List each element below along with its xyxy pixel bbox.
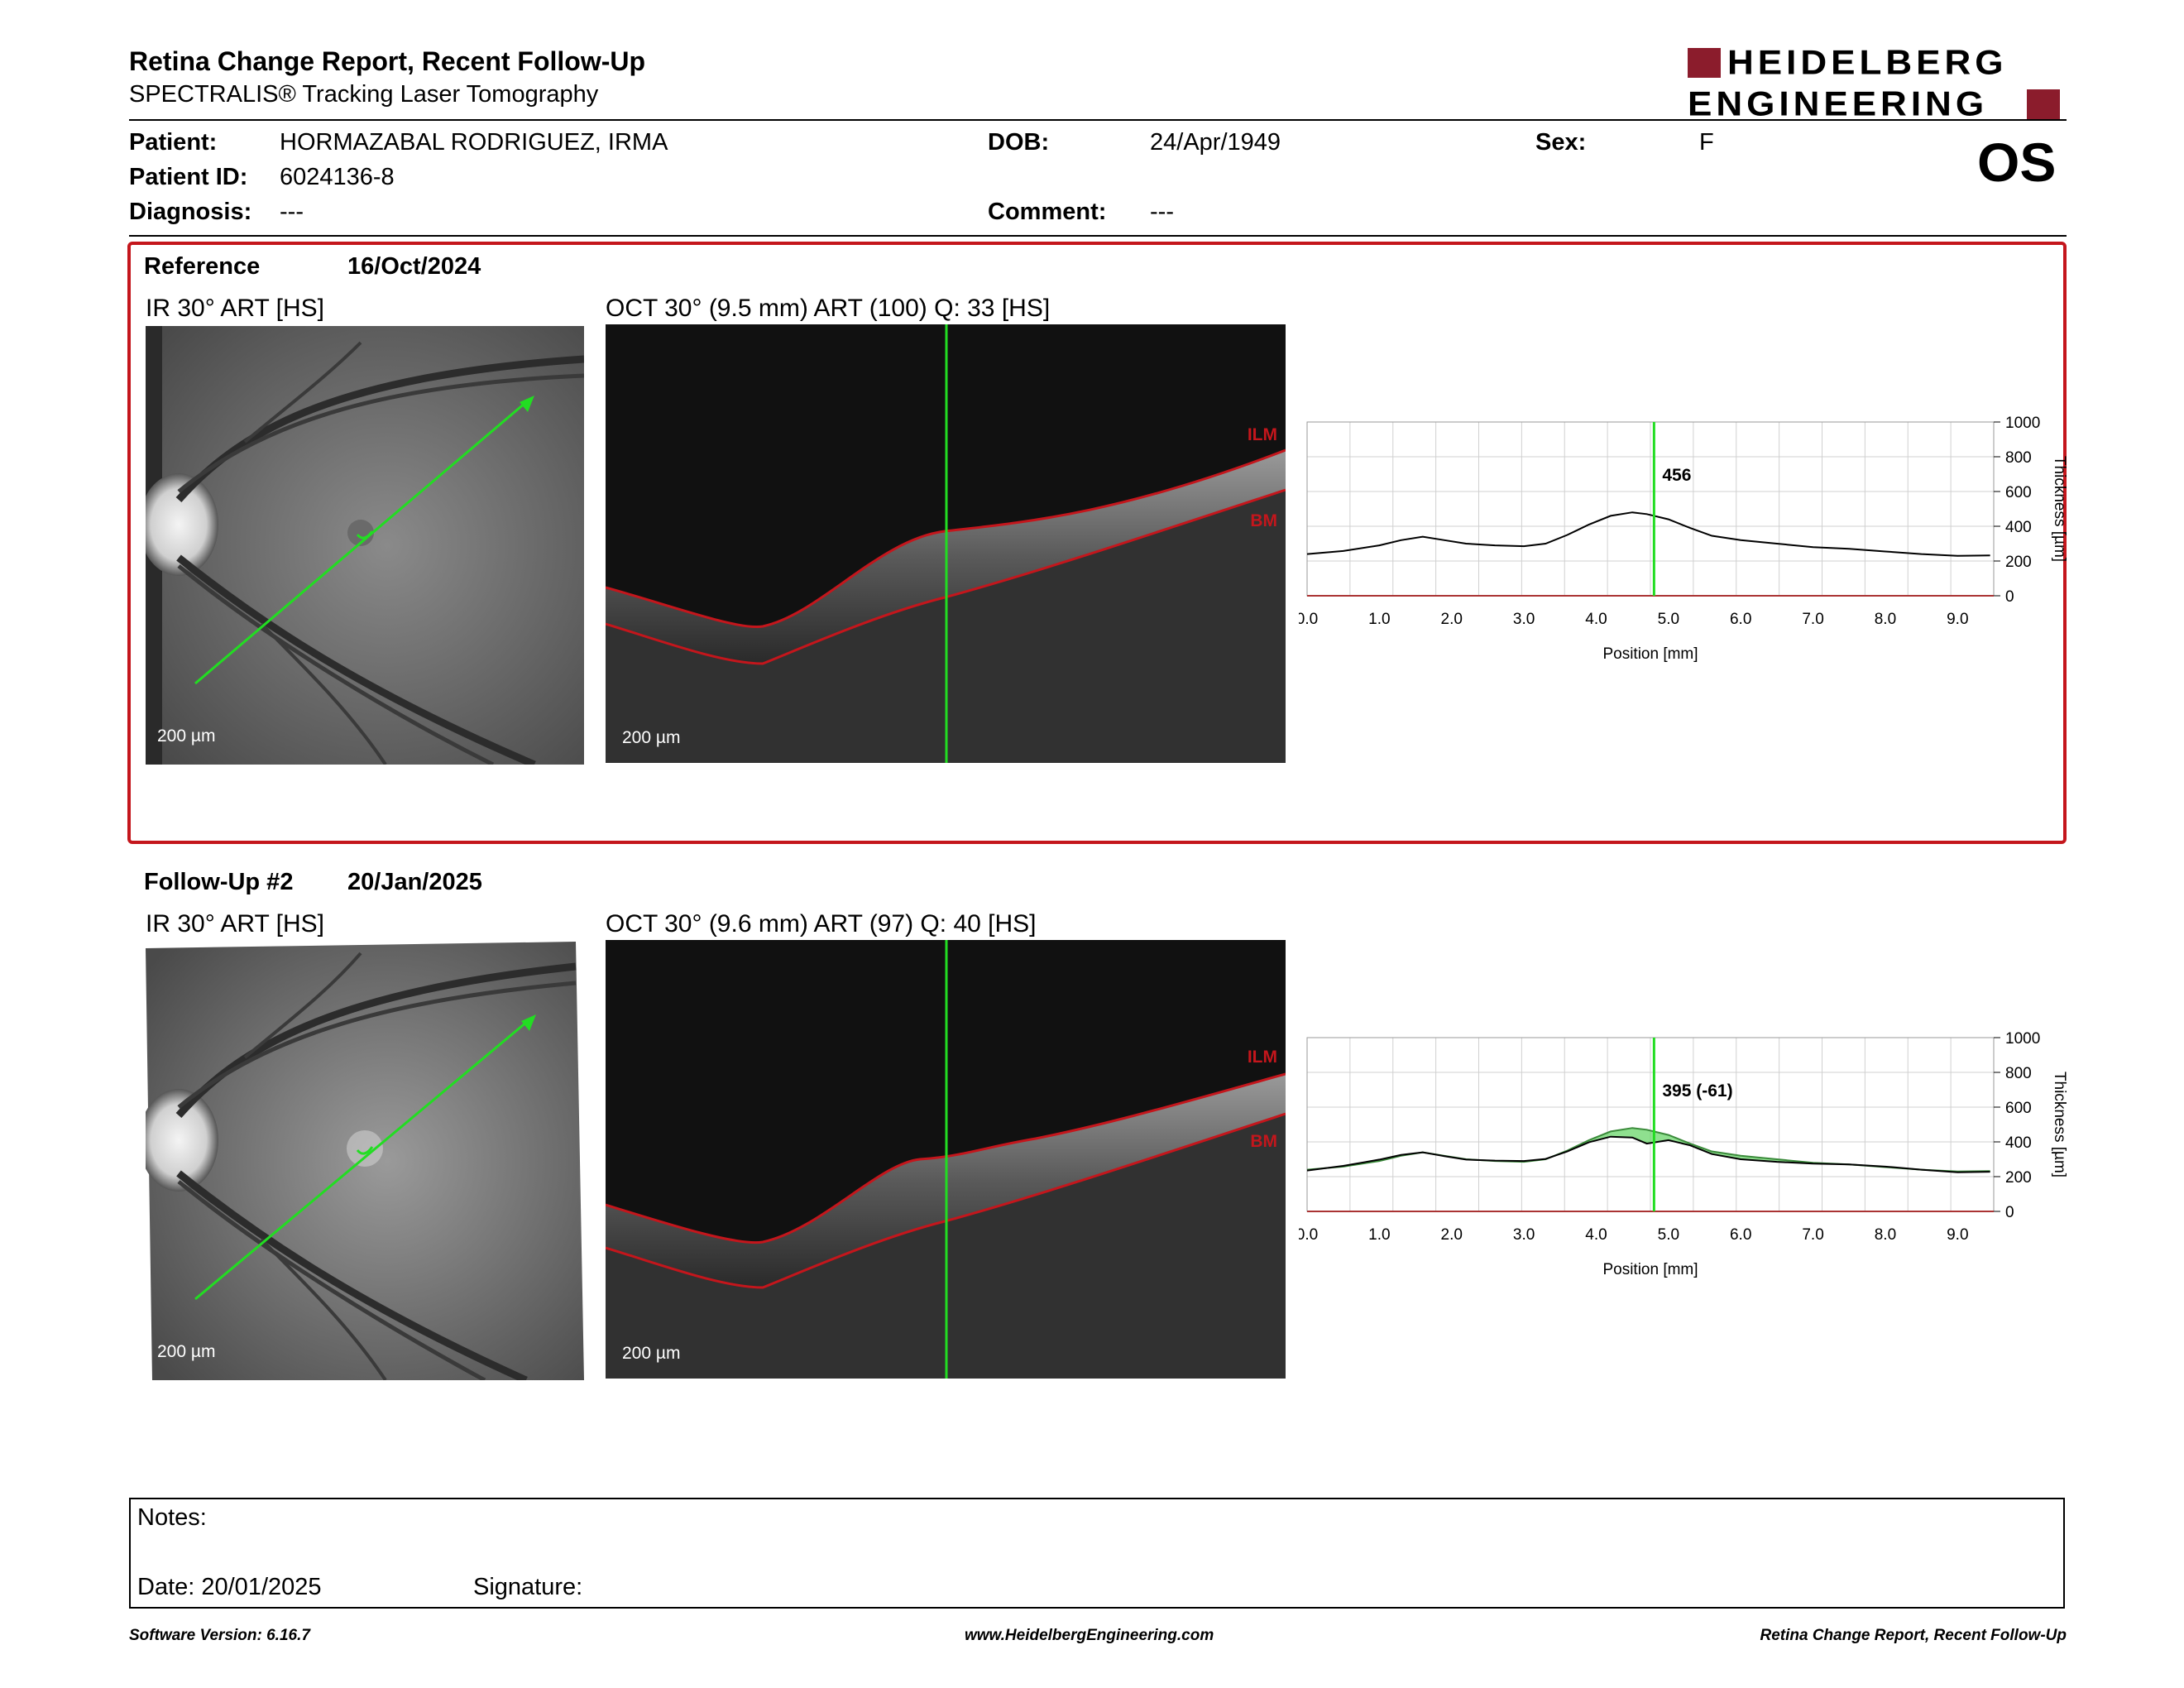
x-tick-label: 7.0 [1802, 611, 1823, 628]
y-tick-label: 1000 [2005, 1030, 2040, 1048]
thickness-change-area [1307, 1128, 1990, 1172]
y-tick-label: 400 [2005, 1134, 2032, 1152]
y-tick-label: 600 [2005, 484, 2032, 501]
diagnosis-label: Diagnosis: [129, 199, 252, 225]
software-version: Software Version: 6.16.7 [129, 1627, 310, 1644]
followup-ir-scale: 200 µm [157, 1342, 216, 1361]
y-axis-label: Thickness [µm] [2051, 456, 2068, 562]
y-axis-label: Thickness [µm] [2051, 1072, 2068, 1177]
comment-label: Comment: [988, 199, 1107, 225]
dob-label: DOB: [988, 129, 1050, 156]
reference-oct-label: OCT 30° (9.5 mm) ART (100) Q: 33 [HS] [606, 295, 1051, 322]
followup-ir-label: IR 30° ART [HS] [146, 910, 324, 938]
y-tick-label: 0 [2005, 1204, 2014, 1221]
followup-ilm-label: ILM [1247, 1048, 1277, 1067]
x-tick-label: 7.0 [1802, 1226, 1823, 1244]
heidelberg-logo: HEIDELBERG ENGINEERING [1688, 45, 2068, 127]
y-tick-label: 800 [2005, 1065, 2032, 1082]
sex-label: Sex: [1535, 129, 1587, 156]
x-tick-label: 3.0 [1513, 1226, 1535, 1244]
eye-indicator: OS [1977, 132, 2057, 193]
x-tick-label: 0.0 [1299, 611, 1318, 628]
patient-name: HORMAZABAL RODRIGUEZ, IRMA [280, 129, 668, 156]
x-tick-label: 8.0 [1875, 1226, 1896, 1244]
x-tick-label: 8.0 [1875, 611, 1896, 628]
y-tick-label: 200 [2005, 554, 2032, 571]
logo-square-right [2027, 89, 2060, 119]
report-title: Retina Change Report, Recent Follow-Up [129, 46, 646, 76]
comment-value: --- [1150, 199, 1174, 225]
y-tick-label: 400 [2005, 519, 2032, 536]
reference-panel-frame [127, 242, 2067, 844]
thickness-series-followup [1306, 1135, 1990, 1173]
x-tick-label: 4.0 [1585, 611, 1607, 628]
y-tick-label: 200 [2005, 1169, 2032, 1187]
reference-ir-fundus-image: 200 µm [146, 326, 584, 765]
followup-ir-fundus-image: 200 µm [146, 942, 584, 1380]
x-tick-label: 9.0 [1947, 611, 1968, 628]
reference-ilm-label: ILM [1247, 425, 1277, 444]
x-tick-label: 9.0 [1947, 1226, 1968, 1244]
thickness-series-baseline [1306, 511, 1990, 557]
notes-box: Notes: Date: 20/01/2025 Signature: [129, 1498, 2065, 1609]
x-tick-label: 4.0 [1585, 1226, 1607, 1244]
x-tick-label: 5.0 [1658, 611, 1679, 628]
patient-id-value: 6024136-8 [280, 164, 395, 190]
reference-oct-scale: 200 µm [622, 728, 681, 747]
followup-oct-bscan: ILM BM 200 µm [606, 940, 1286, 1379]
x-tick-label: 2.0 [1441, 1226, 1463, 1244]
sex-value: F [1699, 129, 1714, 156]
header-divider [129, 119, 2067, 121]
logo-line-2: ENGINEERING [1688, 84, 1989, 123]
reference-thickness-chart: 0 200 400 600 800 1000 0.0 1.0 2.0 3.0 4.0 5.0 6.0 7.… [1299, 415, 2068, 663]
signature-label: Signature: [473, 1574, 583, 1600]
notes-label: Notes: [137, 1504, 207, 1531]
followup-bm-label: BM [1250, 1132, 1277, 1151]
y-tick-label: 800 [2005, 449, 2032, 467]
reference-date: 16/Oct/2024 [347, 253, 481, 280]
logo-line-1: HEIDELBERG [1727, 43, 2008, 82]
x-axis-label: Position [mm] [1602, 645, 1698, 663]
followup-thickness-chart: 0 200 400 600 800 1000 0.0 1.0 2.0 3.0 4.0 5.0 6.0 7.… [1299, 1030, 2068, 1278]
reference-label: Reference [144, 253, 261, 280]
y-tick-label: 0 [2005, 588, 2014, 606]
scan-line-arrow [194, 400, 527, 685]
reference-oct-bscan: ILM BM 200 µm [606, 324, 1286, 763]
x-tick-label: 5.0 [1658, 1226, 1679, 1244]
patient-id-label: Patient ID: [129, 164, 248, 190]
x-tick-label: 3.0 [1513, 611, 1535, 628]
y-tick-label: 600 [2005, 1100, 2032, 1117]
report-subtitle: SPECTRALIS® Tracking Laser Tomography [129, 81, 599, 108]
x-axis-label: Position [mm] [1602, 1261, 1698, 1278]
followup-date: 20/Jan/2025 [347, 869, 482, 895]
followup-oct-scale: 200 µm [622, 1344, 681, 1363]
cursor-value-label: 395 (-61) [1662, 1081, 1732, 1101]
logo-square-left [1688, 48, 1721, 78]
website-link[interactable]: www.HeidelbergEngineering.com [965, 1627, 1214, 1644]
x-tick-label: 1.0 [1368, 611, 1390, 628]
diagnosis-value: --- [280, 199, 304, 225]
patient-divider [129, 235, 2067, 237]
x-tick-label: 0.0 [1299, 1226, 1318, 1244]
cursor-value-label: 456 [1662, 466, 1691, 485]
reference-bm-label: BM [1250, 511, 1277, 530]
patient-label: Patient: [129, 129, 218, 156]
reference-ir-scale: 200 µm [157, 727, 216, 746]
reference-ir-label: IR 30° ART [HS] [146, 295, 324, 322]
followup-oct-label: OCT 30° (9.6 mm) ART (97) Q: 40 [HS] [606, 910, 1037, 938]
x-tick-label: 1.0 [1368, 1226, 1390, 1244]
dob-value: 24/Apr/1949 [1150, 129, 1281, 156]
footer-report-name: Retina Change Report, Recent Follow-Up [1760, 1627, 2067, 1644]
x-tick-label: 6.0 [1730, 611, 1751, 628]
x-tick-label: 2.0 [1441, 611, 1463, 628]
x-tick-label: 6.0 [1730, 1226, 1751, 1244]
followup-label: Follow-Up #2 [144, 869, 294, 895]
date-label: Date: 20/01/2025 [137, 1574, 322, 1600]
y-tick-label: 1000 [2005, 415, 2040, 432]
